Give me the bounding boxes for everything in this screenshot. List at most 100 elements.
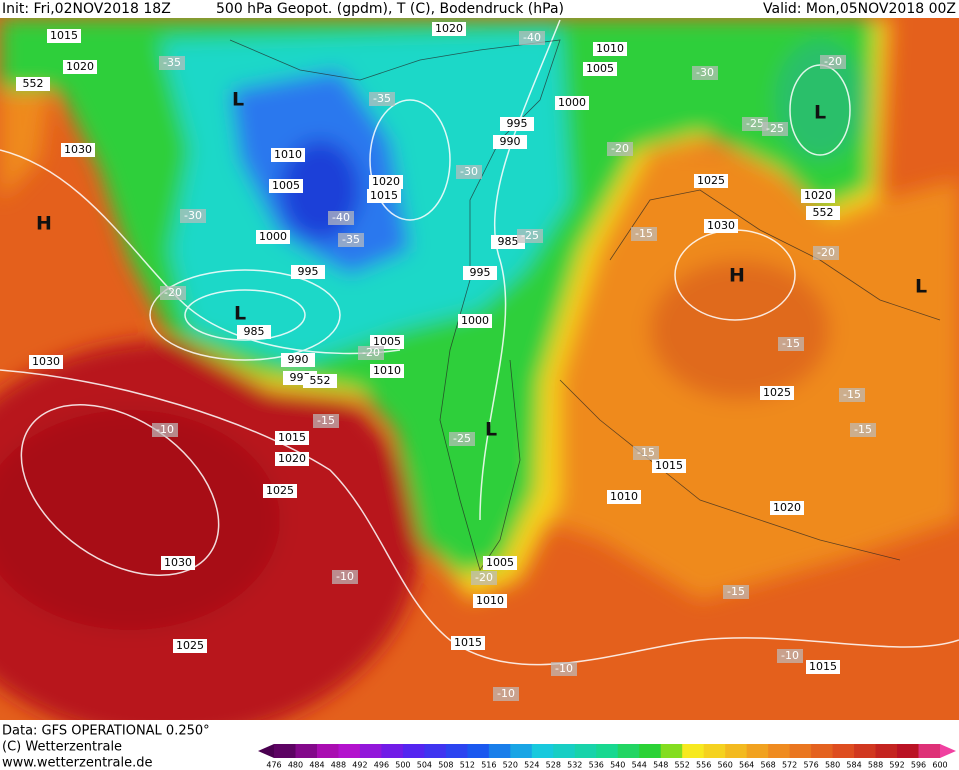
temperature-label: -35 (342, 233, 360, 246)
isobar-label-box (694, 174, 728, 188)
temperature-label: -25 (521, 229, 539, 242)
colorbar-label: 600 (932, 761, 947, 770)
isobar-label: 1030 (64, 143, 92, 156)
temperature-label: -15 (317, 414, 335, 427)
isobar-label: 1020 (773, 501, 801, 514)
temperature-label-box (631, 227, 657, 241)
isobar-label: 990 (500, 135, 521, 148)
isobar-label: 1015 (50, 29, 78, 42)
isobar-label-box (237, 325, 271, 339)
temperature-label-box (723, 585, 749, 599)
isobar-label-box (275, 452, 309, 466)
isobar-label: 1005 (486, 556, 514, 569)
colorbar: 476 480 484 488 492 496 500 504 508 512 516 520 524 5… (258, 744, 956, 770)
isobar-label: 1010 (610, 490, 638, 503)
isobar-label-box (256, 230, 290, 244)
temperature-label: -20 (475, 571, 493, 584)
isobar-label: 1020 (66, 60, 94, 73)
pressure-center: L (485, 419, 497, 441)
colorbar-label: 592 (889, 761, 904, 770)
colorbar-segment (338, 744, 361, 758)
isobar-label: 1010 (373, 364, 401, 377)
temperature-label-box (449, 432, 475, 446)
temperature-label-box (633, 446, 659, 460)
temperature-label-box (607, 142, 633, 156)
isobar-label-box (63, 60, 97, 74)
isobar-label: 552 (310, 374, 331, 387)
colorbar-label: 536 (589, 761, 604, 770)
temperature-label: -20 (817, 246, 835, 259)
colorbar-label: 560 (718, 761, 733, 770)
colorbar-end (258, 744, 274, 758)
temperature-label-box (850, 423, 876, 437)
isobar-label: 1005 (373, 335, 401, 348)
colorbar-segment (295, 744, 318, 758)
colorbar-segment (682, 744, 705, 758)
colorbar-segment (531, 744, 554, 758)
temperature-label: -10 (336, 570, 354, 583)
pressure-center: L (915, 276, 927, 298)
copyright: (C) Wetterzentrale (2, 740, 122, 755)
colorbar-segment (316, 744, 339, 758)
colorbar-label: 512 (460, 761, 475, 770)
colorbar-segment (574, 744, 597, 758)
isobar-label: 1030 (164, 556, 192, 569)
colorbar-label: 540 (610, 761, 625, 770)
temperature-label: -25 (746, 117, 764, 130)
colorbar-segment (811, 744, 834, 758)
isobar-label-box (493, 135, 527, 149)
isobar-label: 1015 (454, 636, 482, 649)
website: www.wetterzentrale.de (2, 756, 152, 770)
isobar-label-box (473, 594, 507, 608)
isobar-label: 1000 (259, 230, 287, 243)
temperature-label-box (338, 233, 364, 247)
temperature-label: -15 (854, 423, 872, 436)
colorbar-segment (424, 744, 447, 758)
temperature-label: -40 (332, 211, 350, 224)
pressure-center: L (814, 102, 826, 124)
temperature-label: -20 (611, 142, 629, 155)
temperature-label-box (471, 571, 497, 585)
colorbar-segment (768, 744, 791, 758)
temperature-label-box (180, 209, 206, 223)
isobar-label-box (593, 42, 627, 56)
colorbar-segment (467, 744, 490, 758)
temperature-label-box (328, 211, 354, 225)
isobar-label-box (652, 459, 686, 473)
isobar-label-box (451, 636, 485, 650)
isobar-label-box (281, 353, 315, 367)
isobar-label-box (483, 556, 517, 570)
isobar-label-box (16, 77, 50, 91)
isobar-label: 985 (244, 325, 265, 338)
temperature-label-box (313, 414, 339, 428)
init-time: Init: Fri,02NOV2018 18Z (2, 1, 171, 17)
isobar-label: 1005 (586, 62, 614, 75)
colorbar-label: 508 (438, 761, 453, 770)
isobar-label-box (275, 431, 309, 445)
isobar-label: 985 (498, 235, 519, 248)
temperature-label-box (456, 165, 482, 179)
isobar-label: 995 (298, 265, 319, 278)
pressure-center: H (729, 265, 745, 287)
temperature-label-box (778, 337, 804, 351)
colorbar-segment (510, 744, 533, 758)
isobar-label-box (47, 29, 81, 43)
temperature-label-box (692, 66, 718, 80)
colorbar-label: 504 (417, 761, 432, 770)
isobar-label: 1030 (707, 219, 735, 232)
temperature-label-box (813, 246, 839, 260)
isobar-label-box (271, 148, 305, 162)
pressure-center: H (36, 213, 52, 235)
colorbar-label: 528 (546, 761, 561, 770)
isobar-label: 1015 (278, 431, 306, 444)
isobar-label-box (555, 96, 589, 110)
colorbar-end (940, 744, 956, 758)
isobar-label-box (291, 265, 325, 279)
isobar-label: 1030 (32, 355, 60, 368)
isobar-label: 1025 (763, 386, 791, 399)
isobar-label-box (369, 175, 403, 189)
isobar-label: 995 (470, 266, 491, 279)
colorbar-label: 548 (653, 761, 668, 770)
isobar-label: 1025 (697, 174, 725, 187)
